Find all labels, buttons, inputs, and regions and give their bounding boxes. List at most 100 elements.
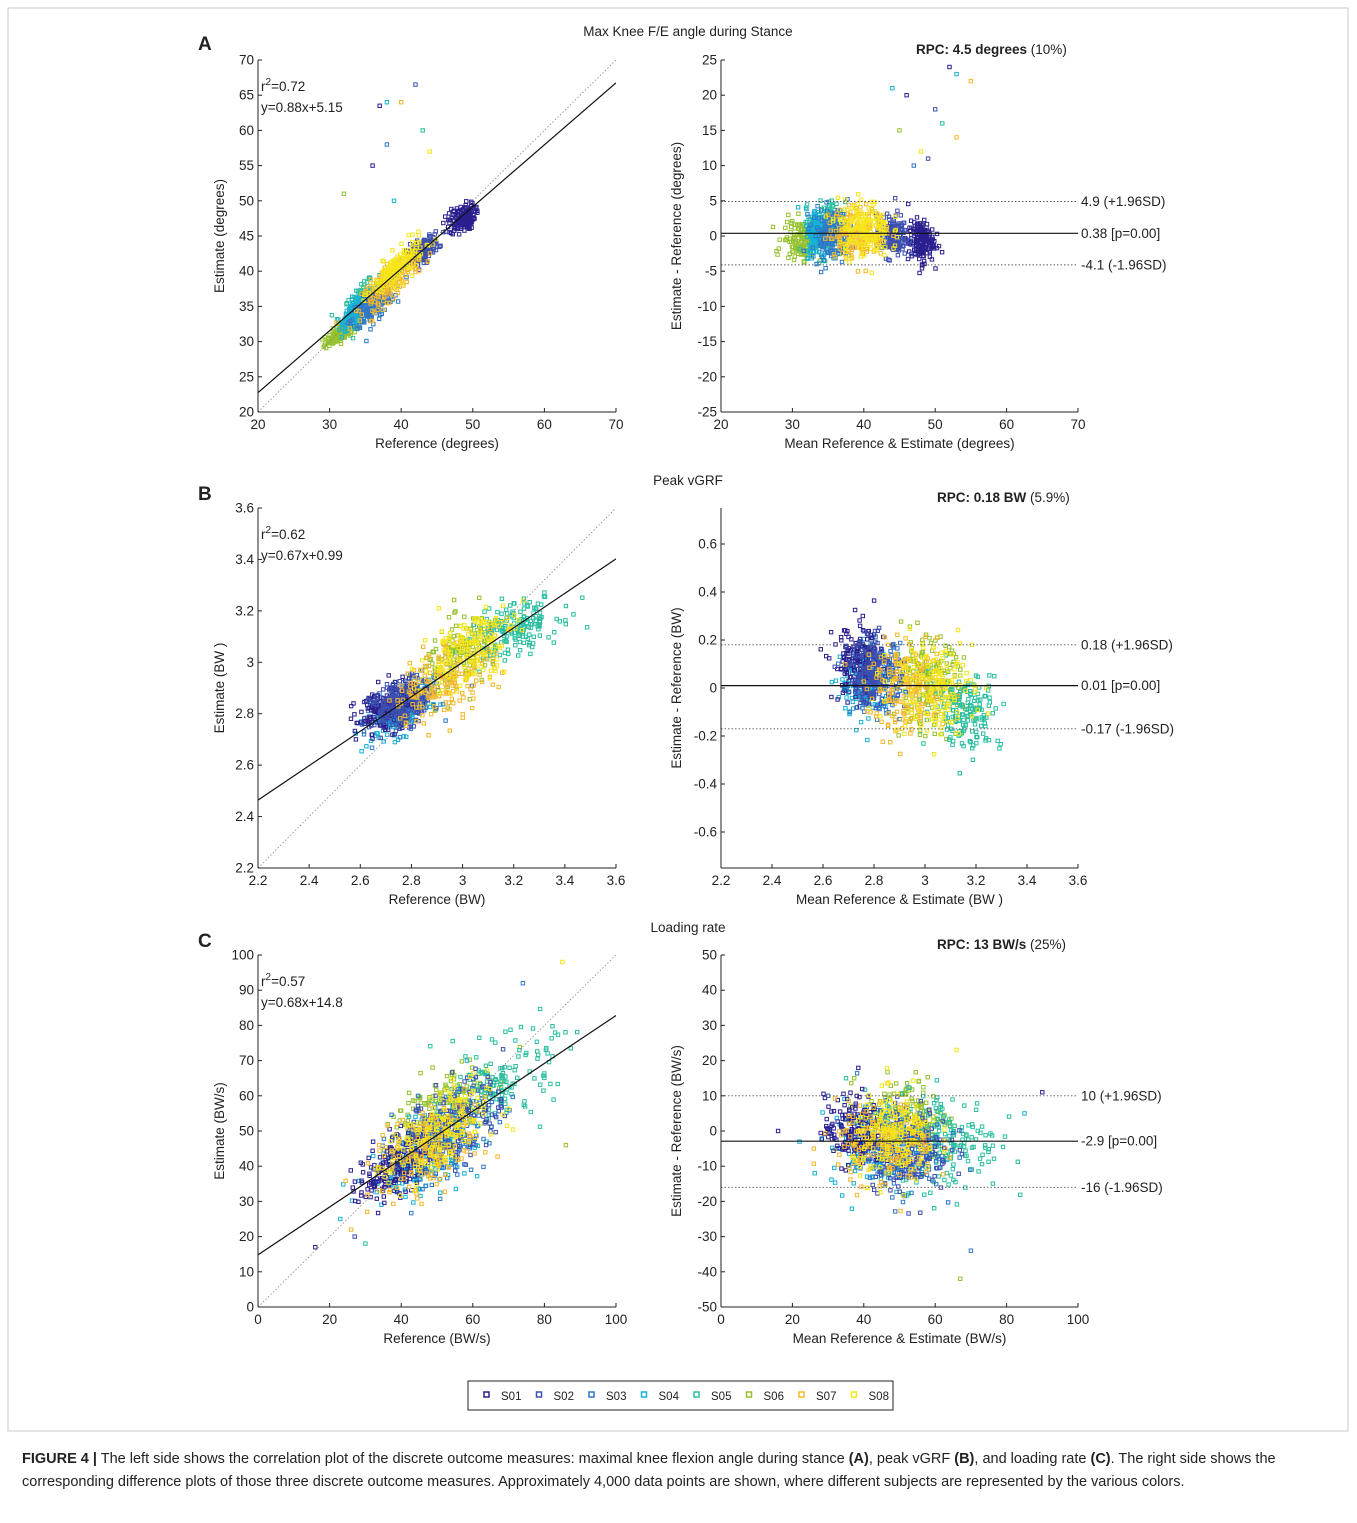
data-point-s05 bbox=[983, 738, 988, 743]
data-point-s03 bbox=[828, 245, 834, 251]
data-point-s05 bbox=[571, 612, 576, 617]
data-point-s05 bbox=[960, 712, 965, 717]
data-point-s01 bbox=[458, 220, 464, 225]
data-point-s03 bbox=[819, 254, 825, 260]
data-point-s08 bbox=[471, 632, 477, 637]
data-point-outlier bbox=[890, 86, 895, 91]
data-point-s07 bbox=[833, 214, 839, 219]
data-point-s05 bbox=[948, 686, 954, 692]
panel-A-right: 4.9 (+1.96SD)0.38 [p=0.00]-4.1 (-1.96SD)… bbox=[669, 42, 1167, 451]
data-point-s05 bbox=[533, 614, 539, 619]
data-point-s06 bbox=[770, 224, 776, 230]
data-point-s08 bbox=[484, 624, 490, 630]
data-point-s08 bbox=[488, 668, 494, 673]
data-point-s07 bbox=[496, 684, 501, 690]
data-point-s06 bbox=[451, 597, 457, 603]
data-point-s08 bbox=[366, 291, 371, 296]
data-point-s05 bbox=[987, 673, 992, 678]
data-point-s05 bbox=[954, 707, 959, 713]
data-point-s05 bbox=[527, 600, 532, 605]
data-point-s07 bbox=[425, 695, 431, 700]
data-point-s07 bbox=[447, 707, 452, 712]
y-tick-label: 2.4 bbox=[235, 809, 254, 824]
data-point-s08 bbox=[882, 252, 887, 258]
data-point-s06 bbox=[792, 254, 797, 259]
data-point-s05 bbox=[965, 718, 971, 723]
data-point-s08 bbox=[882, 227, 887, 233]
data-point-s04 bbox=[811, 249, 816, 255]
scatter-points bbox=[320, 82, 480, 351]
data-point-s08 bbox=[437, 666, 443, 671]
data-point-outlier bbox=[384, 142, 390, 147]
data-point-s07 bbox=[460, 712, 465, 717]
data-point-s01 bbox=[931, 243, 936, 248]
data-point-s04 bbox=[858, 719, 864, 725]
data-point-s02 bbox=[394, 722, 399, 727]
data-point-s05 bbox=[986, 703, 991, 708]
data-point-s06 bbox=[462, 614, 467, 619]
data-point-s07 bbox=[359, 312, 365, 317]
data-point-s08 bbox=[499, 643, 505, 648]
data-point-s05 bbox=[998, 742, 1003, 747]
data-point-s03 bbox=[842, 212, 847, 217]
data-point-s05 bbox=[961, 717, 966, 723]
data-point-s05 bbox=[500, 628, 505, 634]
data-point-s02 bbox=[394, 712, 400, 717]
data-point-s07 bbox=[418, 667, 423, 673]
data-point-s08 bbox=[392, 260, 397, 266]
data-point-s03 bbox=[813, 233, 818, 239]
data-point-s04 bbox=[353, 302, 358, 308]
data-point-s08 bbox=[440, 680, 445, 685]
data-point-s06 bbox=[958, 667, 963, 672]
y-tick-label: 25 bbox=[702, 53, 717, 68]
data-point-outlier bbox=[377, 103, 382, 108]
r-superscript: 2 bbox=[266, 525, 272, 536]
data-point-s08 bbox=[848, 219, 853, 225]
data-point-s08 bbox=[465, 669, 470, 675]
data-point-s08 bbox=[447, 654, 453, 659]
data-point-s07 bbox=[405, 671, 410, 676]
data-point-s07 bbox=[404, 279, 409, 285]
data-point-s08 bbox=[473, 641, 479, 646]
data-point-s05 bbox=[838, 208, 843, 213]
data-point-s07 bbox=[403, 720, 409, 725]
scatter-points bbox=[818, 598, 1006, 776]
data-point-outlier bbox=[918, 149, 924, 154]
data-point-s07 bbox=[449, 680, 455, 685]
data-point-s08 bbox=[405, 254, 411, 260]
data-point-s08 bbox=[465, 647, 470, 653]
data-point-s08 bbox=[381, 271, 386, 277]
data-point-s05 bbox=[552, 630, 557, 635]
data-point-s08 bbox=[436, 668, 442, 674]
data-point-s08 bbox=[476, 621, 481, 626]
data-point-s08 bbox=[417, 239, 422, 245]
data-point-s07 bbox=[477, 672, 483, 677]
data-point-s08 bbox=[487, 676, 493, 681]
data-point-s05 bbox=[987, 695, 992, 700]
data-point-s08 bbox=[866, 205, 871, 211]
panel-title: Peak vGRF bbox=[653, 473, 723, 488]
data-point-s08 bbox=[423, 669, 429, 674]
data-point-s08 bbox=[874, 216, 880, 221]
data-point-s03 bbox=[898, 640, 903, 646]
data-point-s03 bbox=[364, 314, 370, 319]
data-point-s08 bbox=[872, 211, 878, 217]
data-point-s01 bbox=[835, 666, 840, 672]
data-point-s06 bbox=[783, 237, 788, 243]
data-point-s05 bbox=[542, 594, 548, 600]
data-point-s08 bbox=[481, 667, 486, 673]
data-point-s07 bbox=[436, 654, 442, 659]
data-point-s08 bbox=[380, 258, 385, 264]
data-point-s08 bbox=[882, 244, 888, 250]
data-point-s08 bbox=[868, 224, 873, 230]
y-tick-label: 5 bbox=[709, 193, 717, 208]
data-point-outlier bbox=[940, 121, 945, 126]
data-point-s07 bbox=[863, 268, 868, 274]
data-point-s05 bbox=[508, 603, 513, 608]
data-point-outlier bbox=[341, 191, 347, 197]
data-point-s05 bbox=[527, 632, 532, 637]
data-point-s08 bbox=[877, 220, 883, 225]
data-point-s07 bbox=[363, 285, 369, 290]
y-tick-label: 3.6 bbox=[235, 501, 254, 516]
plot-area bbox=[258, 508, 616, 868]
